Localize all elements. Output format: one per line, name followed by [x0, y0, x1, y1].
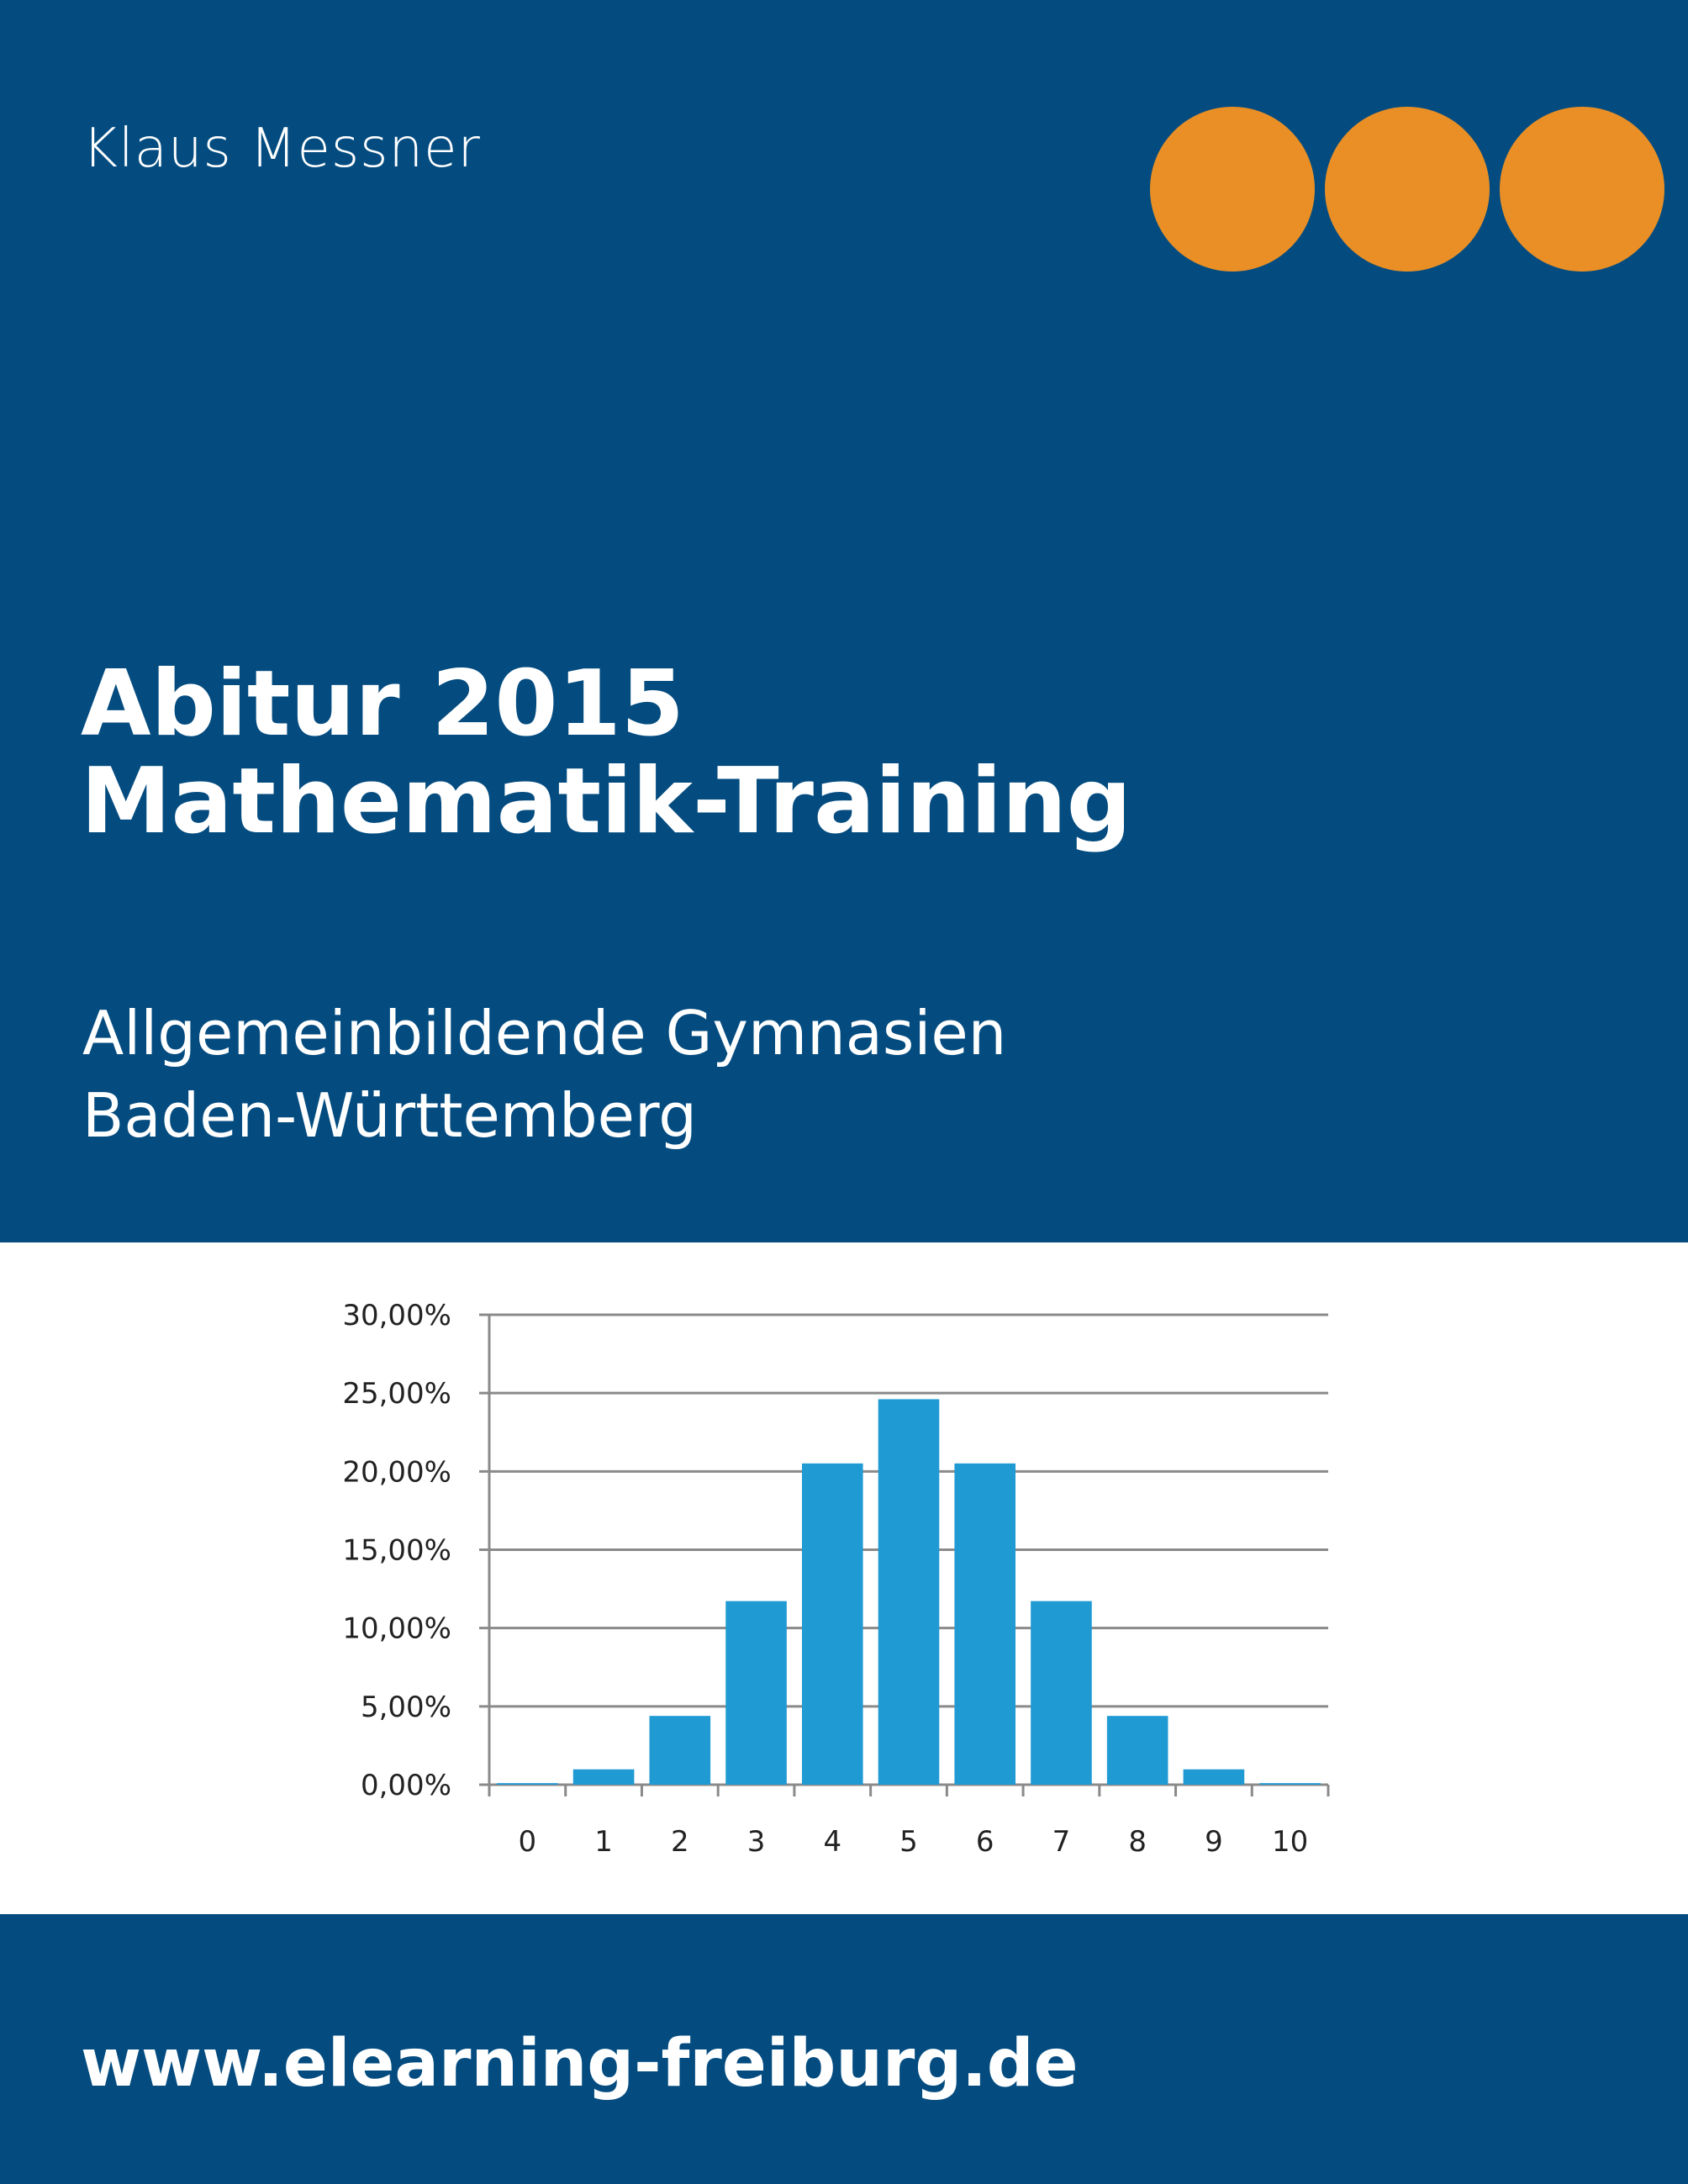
- bar-2: [649, 1716, 711, 1785]
- x-tick-label: 6: [976, 1825, 994, 1859]
- x-tick-label: 7: [1052, 1825, 1071, 1859]
- y-tick-label: 0,00%: [361, 1769, 451, 1802]
- book-subtitle: Allgemeinbildende Gymnasien Baden-Württe…: [82, 992, 1006, 1157]
- bar-1: [572, 1769, 635, 1785]
- y-tick-label: 10,00%: [342, 1612, 451, 1646]
- orange-dot-decoration: [1325, 107, 1490, 272]
- y-tick-label: 25,00%: [342, 1377, 451, 1411]
- y-tick-label: 30,00%: [342, 1299, 451, 1332]
- bar-4: [801, 1463, 863, 1785]
- bar-3: [725, 1601, 787, 1785]
- bar-9: [1183, 1769, 1245, 1785]
- x-tick-label: 2: [671, 1825, 689, 1859]
- x-tick-label: 5: [899, 1825, 918, 1859]
- bar-5: [878, 1399, 940, 1785]
- y-tick-label: 15,00%: [342, 1534, 451, 1568]
- website-url: www.elearning-freiburg.de: [81, 2026, 1079, 2102]
- x-tick-label: 8: [1128, 1825, 1147, 1859]
- orange-dot-decoration: [1150, 107, 1315, 272]
- y-tick-label: 20,00%: [342, 1455, 451, 1489]
- bar-8: [1106, 1716, 1168, 1785]
- subtitle-line-2: Baden-Württemberg: [82, 1080, 698, 1151]
- author-name: Klaus Messner: [82, 118, 481, 180]
- subtitle-line-1: Allgemeinbildende Gymnasien: [82, 998, 1007, 1068]
- title-line-1: Abitur 2015: [81, 652, 684, 757]
- bar-10: [1259, 1783, 1321, 1785]
- bar-6: [954, 1463, 1016, 1785]
- bar-0: [497, 1783, 558, 1785]
- x-tick-label: 3: [747, 1825, 766, 1859]
- orange-dot-decoration: [1500, 107, 1664, 272]
- title-line-2: Mathematik-Training: [81, 749, 1132, 854]
- y-tick-label: 5,00%: [361, 1691, 451, 1724]
- x-tick-label: 0: [519, 1825, 537, 1859]
- x-tick-label: 10: [1272, 1825, 1308, 1859]
- x-tick-label: 1: [594, 1825, 613, 1859]
- cover-bottom-band: [0, 1914, 1688, 2184]
- bar-7: [1031, 1601, 1092, 1785]
- x-tick-label: 4: [823, 1825, 841, 1859]
- x-tick-label: 9: [1205, 1825, 1223, 1859]
- book-title: Abitur 2015 Mathematik-Training: [81, 656, 1131, 851]
